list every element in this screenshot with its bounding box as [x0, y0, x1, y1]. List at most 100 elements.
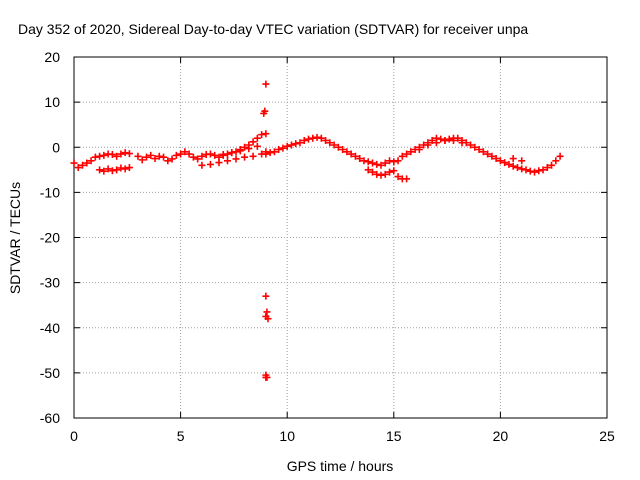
data-point — [134, 152, 142, 160]
y-tick-label: -20 — [40, 230, 60, 246]
data-point — [206, 160, 214, 168]
data-point — [373, 170, 381, 178]
data-point — [262, 150, 270, 158]
data-point — [509, 155, 517, 163]
x-tick-label: 25 — [599, 428, 615, 444]
data-point — [198, 152, 206, 160]
data-point — [441, 136, 449, 144]
data-point — [368, 159, 376, 167]
data-point — [317, 134, 325, 142]
data-point — [283, 142, 291, 150]
data-point — [83, 159, 91, 167]
data-point — [334, 143, 342, 151]
data-point — [526, 167, 534, 175]
data-point — [305, 135, 313, 143]
data-point — [292, 140, 300, 148]
data-point — [279, 144, 287, 152]
data-point — [535, 167, 543, 175]
data-point — [232, 155, 240, 163]
data-point — [125, 164, 133, 172]
data-point — [232, 148, 240, 156]
data-point — [454, 134, 462, 142]
data-point — [151, 155, 159, 163]
data-point — [262, 373, 270, 381]
data-point — [185, 150, 193, 158]
data-point — [113, 152, 121, 160]
x-tick-label: 10 — [279, 428, 295, 444]
y-tick-label: 20 — [44, 49, 60, 65]
data-point — [501, 159, 509, 167]
data-point — [313, 133, 321, 141]
data-point — [513, 164, 521, 172]
data-point — [194, 155, 202, 163]
data-point — [449, 136, 457, 144]
y-tick-label: 0 — [52, 139, 60, 155]
data-point — [164, 157, 172, 165]
data-point — [117, 150, 125, 158]
data-point — [263, 308, 271, 316]
data-point — [492, 155, 500, 163]
grid — [74, 57, 607, 418]
data-point — [390, 167, 398, 175]
data-point — [390, 158, 398, 166]
y-tick-label: -60 — [40, 410, 60, 426]
data-point — [496, 157, 504, 165]
data-point — [262, 130, 270, 138]
y-axis-label: SDTVAR / TECUs — [7, 182, 23, 294]
data-point — [548, 161, 556, 169]
data-point — [206, 150, 214, 158]
data-point — [432, 139, 440, 147]
data-point — [104, 165, 112, 173]
data-point — [249, 138, 257, 146]
data-point — [241, 153, 249, 161]
data-point — [228, 149, 236, 157]
data-point — [509, 162, 517, 170]
data-point — [245, 145, 253, 153]
data-point — [275, 146, 283, 154]
data-point — [253, 142, 261, 150]
data-point — [475, 146, 483, 154]
data-point — [398, 152, 406, 160]
data-point — [322, 136, 330, 144]
data-point — [198, 161, 206, 169]
data-point — [531, 168, 539, 176]
data-point — [70, 159, 78, 167]
data-point — [484, 150, 492, 158]
data-point — [386, 157, 394, 165]
data-point — [479, 148, 487, 156]
data-point — [219, 150, 227, 158]
data-point — [74, 164, 82, 172]
data-point — [351, 152, 359, 160]
data-point — [79, 161, 87, 169]
data-point — [261, 107, 269, 115]
data-point — [343, 148, 351, 156]
data-point — [467, 141, 475, 149]
data-point — [172, 151, 180, 159]
y-tick-label: -30 — [40, 275, 60, 291]
data-point — [211, 151, 219, 159]
data-point — [300, 136, 308, 144]
x-tick-label: 5 — [177, 428, 185, 444]
data-point — [296, 139, 304, 147]
data-point — [309, 134, 317, 142]
data-point — [125, 150, 133, 158]
data-point — [368, 168, 376, 176]
data-point — [258, 131, 266, 139]
data-point — [445, 135, 453, 143]
x-tick-label: 0 — [70, 428, 78, 444]
data-point — [488, 152, 496, 160]
data-point — [381, 159, 389, 167]
data-point — [96, 152, 104, 160]
data-point — [108, 150, 116, 158]
data-point — [364, 166, 372, 174]
data-point — [347, 150, 355, 158]
data-point — [377, 161, 385, 169]
data-point — [437, 135, 445, 143]
data-point — [543, 164, 551, 172]
data-point — [100, 151, 108, 159]
data-point — [403, 175, 411, 183]
data-point — [518, 165, 526, 173]
data-point — [518, 157, 526, 165]
data-point — [189, 153, 197, 161]
